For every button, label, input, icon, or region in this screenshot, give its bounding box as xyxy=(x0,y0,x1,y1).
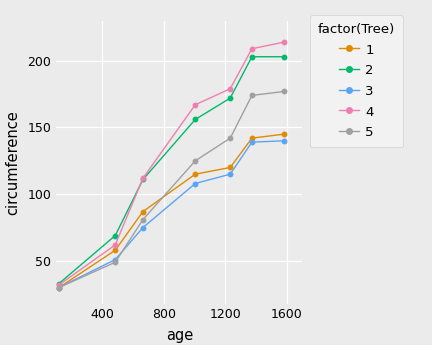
1 xyxy=(249,136,254,140)
4 xyxy=(228,87,233,91)
4 xyxy=(282,40,287,44)
4 xyxy=(56,283,61,287)
4 xyxy=(140,176,146,180)
5 xyxy=(193,159,198,163)
Line: 5: 5 xyxy=(57,89,286,290)
1 xyxy=(193,172,198,176)
5 xyxy=(140,217,146,221)
4 xyxy=(193,103,198,107)
Line: 1: 1 xyxy=(57,132,286,290)
3 xyxy=(282,139,287,143)
3 xyxy=(113,257,118,262)
5 xyxy=(228,136,233,140)
Line: 3: 3 xyxy=(57,139,286,290)
2 xyxy=(249,55,254,59)
2 xyxy=(113,234,118,238)
5 xyxy=(113,260,118,264)
3 xyxy=(140,226,146,230)
5 xyxy=(249,93,254,98)
1 xyxy=(140,209,146,214)
2 xyxy=(193,117,198,121)
Legend: 1, 2, 3, 4, 5: 1, 2, 3, 4, 5 xyxy=(310,15,403,147)
1 xyxy=(113,248,118,252)
2 xyxy=(282,55,287,59)
3 xyxy=(249,140,254,144)
1 xyxy=(228,165,233,169)
3 xyxy=(56,286,61,290)
5 xyxy=(282,89,287,93)
Line: 2: 2 xyxy=(57,55,286,286)
4 xyxy=(249,47,254,51)
Line: 4: 4 xyxy=(57,40,286,287)
2 xyxy=(228,96,233,100)
2 xyxy=(140,177,146,181)
Y-axis label: circumference: circumference xyxy=(6,110,20,215)
1 xyxy=(56,286,61,290)
1 xyxy=(282,132,287,136)
5 xyxy=(56,286,61,290)
3 xyxy=(193,181,198,186)
X-axis label: age: age xyxy=(165,328,193,343)
4 xyxy=(113,243,118,247)
2 xyxy=(56,282,61,286)
3 xyxy=(228,172,233,176)
